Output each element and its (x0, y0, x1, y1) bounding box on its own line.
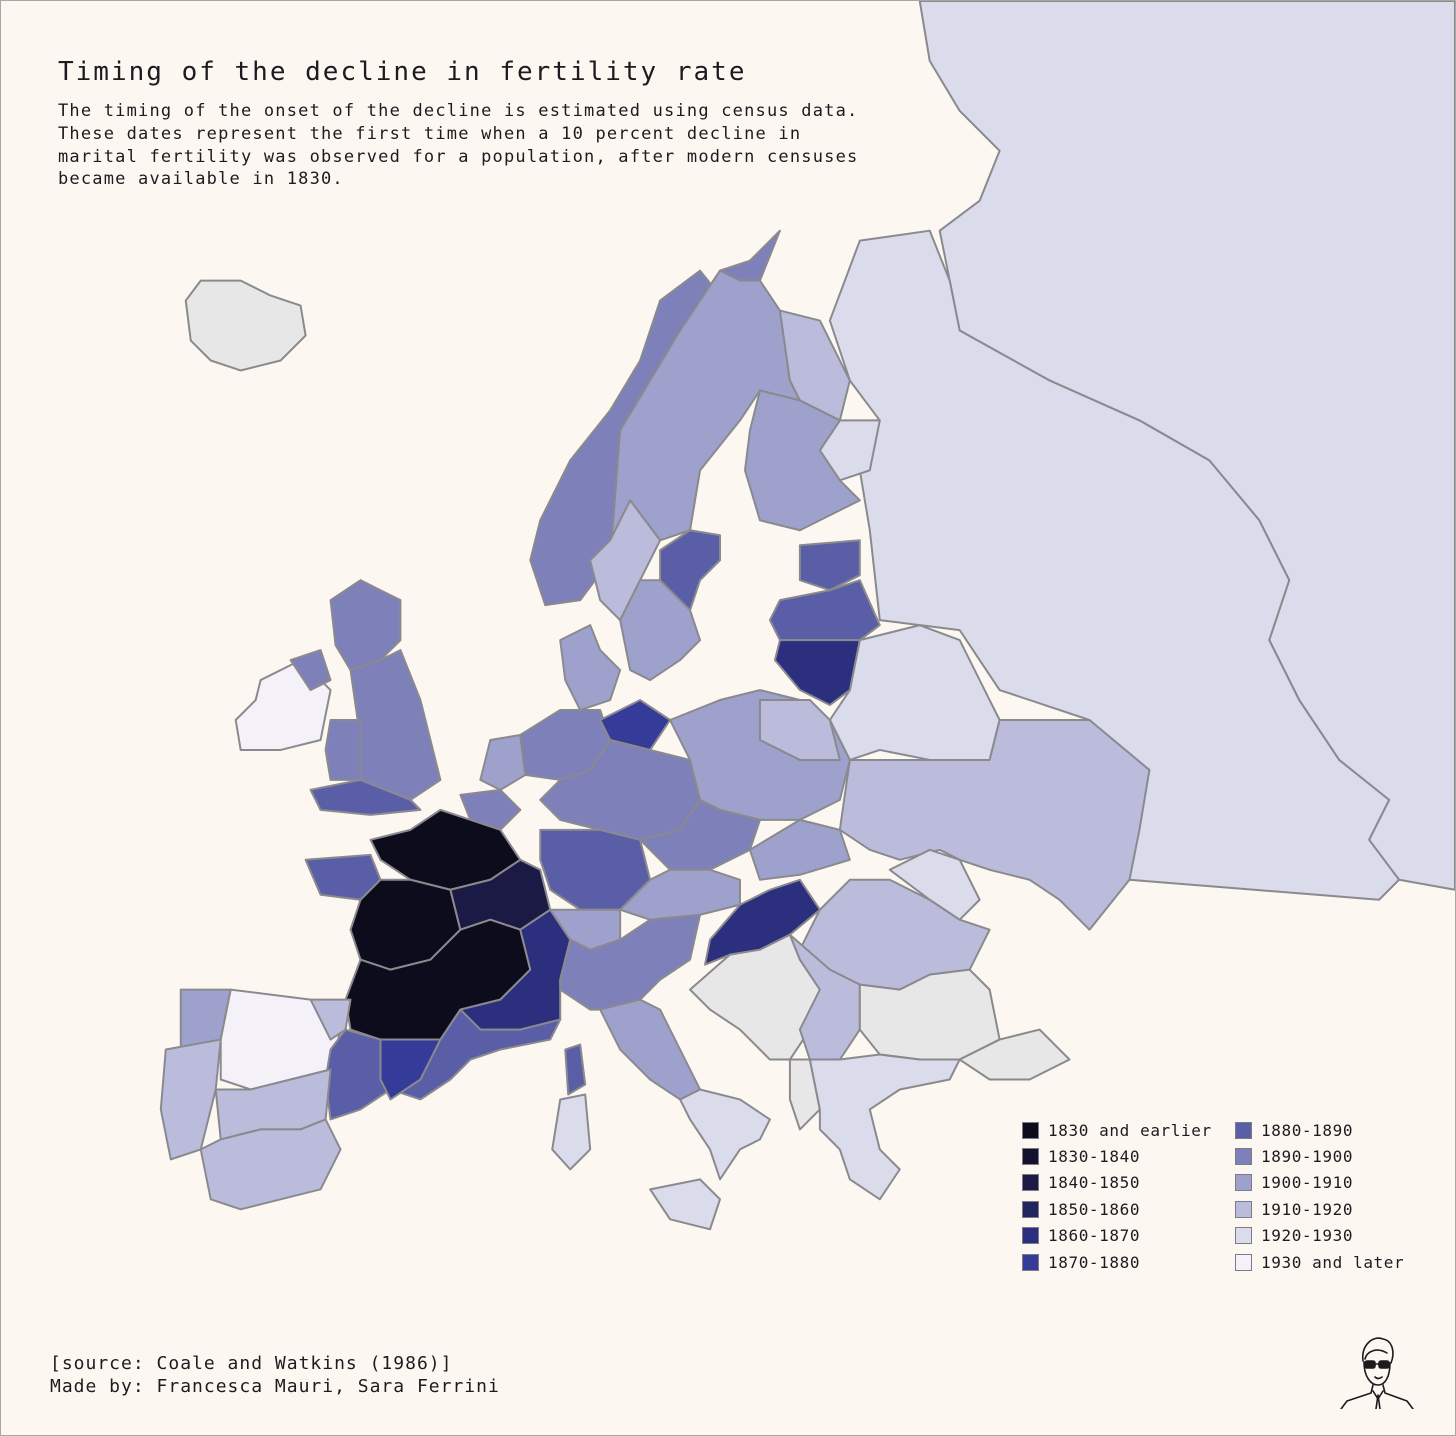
region-poland-east (758, 699, 841, 761)
map-subtitle: The timing of the onset of the decline i… (58, 100, 858, 191)
region-scotland (329, 579, 402, 672)
legend-item: 1920-1930 (1235, 1223, 1404, 1249)
legend-label: 1870-1880 (1048, 1252, 1141, 1272)
legend-label: 1880-1890 (1261, 1120, 1354, 1140)
legend-label: 1830-1840 (1048, 1147, 1141, 1167)
legend-item: 1910-1920 (1235, 1196, 1404, 1222)
region-italy-north (559, 913, 702, 1011)
legend-item: 1830-1840 (1022, 1143, 1212, 1169)
region-turkey (958, 1028, 1071, 1081)
legend-swatch (1022, 1200, 1039, 1218)
legend-swatch (1235, 1148, 1252, 1166)
map-title: Timing of the decline in fertility rate (58, 57, 747, 87)
legend-swatch (1235, 1121, 1252, 1139)
subtitle-line: marital fertility was observed for a pop… (58, 146, 859, 167)
legend-swatch (1022, 1174, 1039, 1192)
legend-label: 1900-1910 (1261, 1173, 1354, 1193)
legend-item: 1880-1890 (1235, 1117, 1404, 1143)
legend-left-column: 1830 and earlier 1830-1840 1840-1850 185… (1022, 1117, 1212, 1275)
legend-swatch (1235, 1174, 1252, 1192)
legend-swatch (1022, 1148, 1039, 1166)
region-sweden-south (619, 579, 702, 682)
subtitle-line: became available in 1830. (58, 169, 344, 190)
region-moldova (888, 848, 981, 921)
region-sicily (649, 1178, 722, 1231)
credit-note: Made by: Francesca Mauri, Sara Ferrini (50, 1376, 500, 1397)
region-slovakia (748, 818, 851, 881)
legend-swatch (1235, 1227, 1252, 1245)
region-iceland (184, 279, 307, 372)
region-ukraine (838, 718, 1151, 931)
subtitle-line: These dates represent the first time whe… (58, 123, 802, 144)
region-portugal (159, 1038, 222, 1161)
region-wales (324, 718, 362, 781)
legend-label: 1830 and earlier (1048, 1120, 1212, 1140)
region-corsica (564, 1043, 587, 1096)
region-germany-pomerania (599, 699, 672, 751)
region-spain-south (199, 1118, 342, 1211)
legend-label: 1920-1930 (1261, 1226, 1354, 1246)
legend-label: 1930 and later (1261, 1252, 1405, 1272)
region-latvia (768, 579, 881, 642)
legend-item: 1850-1860 (1022, 1196, 1212, 1222)
legend-label: 1860-1870 (1048, 1226, 1141, 1246)
region-england (349, 649, 442, 801)
legend-label: 1850-1860 (1048, 1199, 1141, 1219)
legend-swatch (1022, 1121, 1039, 1139)
legend-swatch (1235, 1200, 1252, 1218)
region-sweden-west (589, 499, 662, 622)
region-denmark (559, 624, 622, 712)
region-finland-south (743, 389, 861, 532)
legend-item: 1900-1910 (1235, 1170, 1404, 1196)
legend-label: 1890-1900 (1261, 1147, 1354, 1167)
region-lithuania (773, 639, 861, 707)
footer: [source: Coale and Watkins (1986)] Made … (50, 1352, 500, 1398)
subtitle-line: The timing of the onset of the decline i… (58, 101, 859, 121)
region-greece (808, 1053, 961, 1201)
region-netherlands (479, 733, 527, 791)
legend-item: 1860-1870 (1022, 1223, 1212, 1249)
region-northern-ireland (289, 649, 332, 692)
region-catalonia-coast (379, 1038, 442, 1101)
source-note: [source: Coale and Watkins (1986)] (50, 1353, 453, 1374)
legend-right-column: 1880-1890 1890-1900 1900-1910 1910-1920 … (1235, 1117, 1404, 1275)
region-russia-west (828, 229, 1401, 901)
region-sardinia (551, 1093, 592, 1171)
legend-label: 1910-1920 (1261, 1199, 1354, 1219)
legend-swatch (1022, 1227, 1039, 1245)
region-estonia (798, 539, 861, 592)
legend-swatch (1022, 1253, 1039, 1271)
region-england-south (309, 778, 422, 816)
legend-swatch (1235, 1253, 1252, 1271)
author-portrait-icon (1340, 1337, 1414, 1409)
legend-label: 1840-1850 (1048, 1173, 1141, 1193)
legend-item: 1830 and earlier (1022, 1117, 1212, 1143)
legend-item: 1870-1880 (1022, 1249, 1212, 1275)
region-italy-south (679, 1088, 771, 1181)
legend-item: 1890-1900 (1235, 1143, 1404, 1169)
legend-item: 1840-1850 (1022, 1170, 1212, 1196)
region-italy-center (599, 998, 702, 1101)
legend-item: 1930 and later (1235, 1249, 1404, 1275)
region-belgium (459, 788, 522, 831)
